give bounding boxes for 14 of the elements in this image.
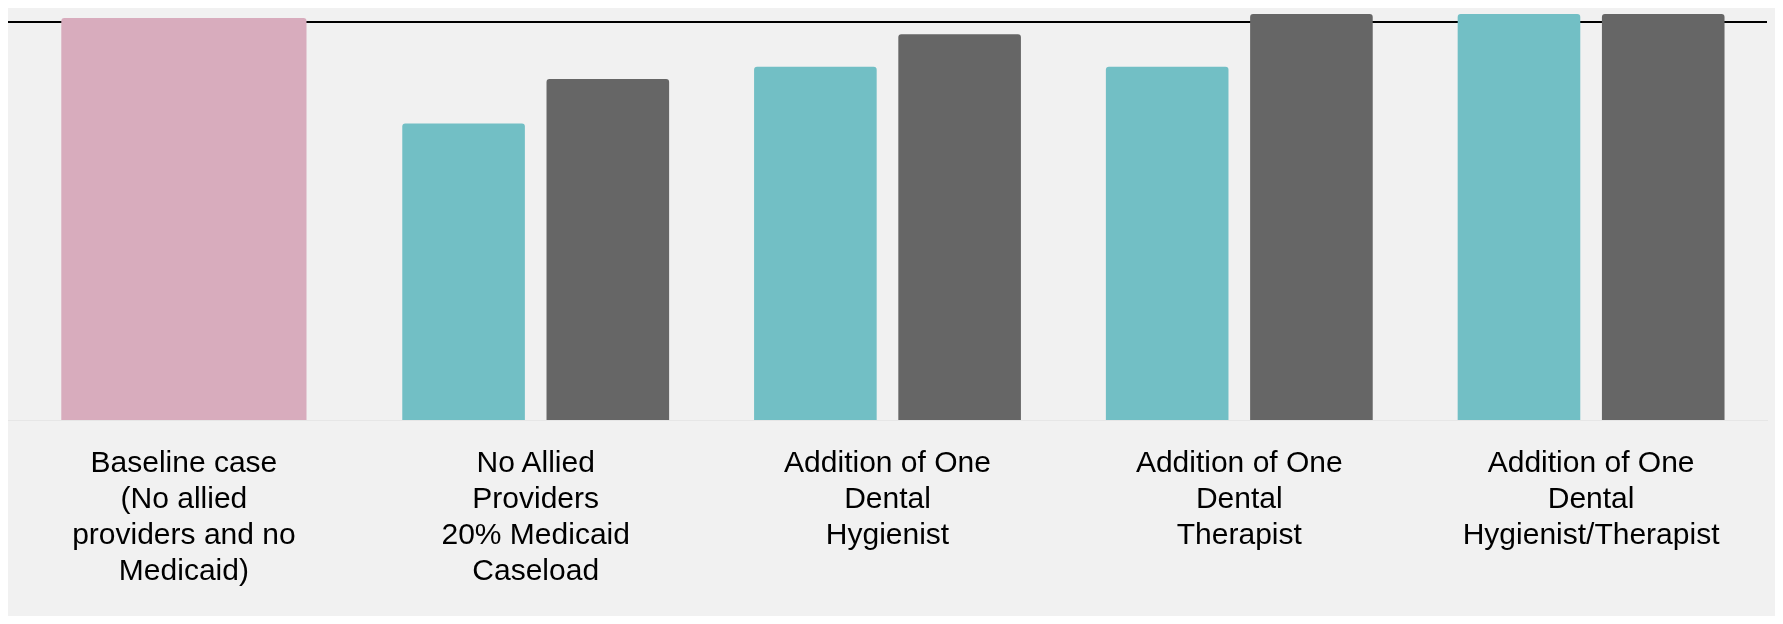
- bar: [1250, 14, 1373, 420]
- bar: [898, 34, 1021, 420]
- bar: [1601, 14, 1725, 420]
- bar: [546, 78, 670, 420]
- bar: [1105, 66, 1229, 420]
- bar: [1457, 14, 1581, 420]
- x-tick-label: No Allied Providers 20% Medicaid Caseload: [441, 445, 630, 587]
- bar: [754, 66, 877, 420]
- x-tick-label: Addition of One Dental Hygienist/Therapist: [1462, 445, 1721, 551]
- bar: [402, 123, 525, 420]
- bar: [61, 18, 307, 420]
- x-tick-label: Baseline case (No allied providers and no Medicaid): [72, 445, 296, 587]
- x-tick-label: Addition of One Dental Therapist: [1135, 445, 1343, 551]
- x-tick-label: Addition of One Dental Hygienist: [784, 445, 991, 551]
